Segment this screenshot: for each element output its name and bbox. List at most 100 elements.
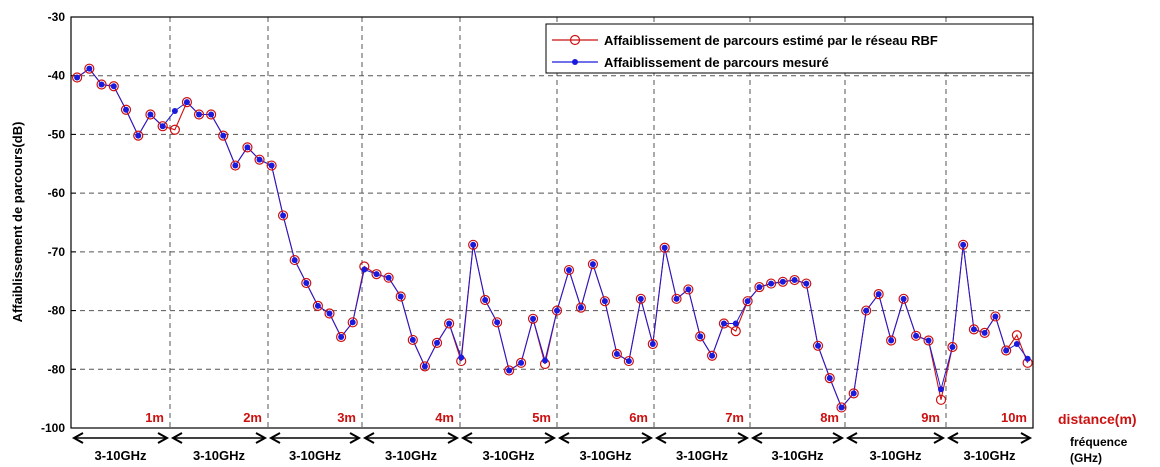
estimate-point bbox=[923, 335, 934, 346]
estimate-point bbox=[254, 154, 265, 165]
estimate-point bbox=[979, 327, 990, 338]
measured-point bbox=[159, 123, 166, 130]
measured-point bbox=[74, 74, 81, 81]
estimate-point bbox=[242, 142, 253, 153]
estimate-point bbox=[801, 278, 812, 289]
measured-point bbox=[960, 241, 967, 248]
estimate-point bbox=[575, 302, 587, 313]
range-arrow-right-head bbox=[447, 432, 460, 444]
frequency-range-label: 3-10GHz bbox=[482, 448, 535, 463]
measured-point bbox=[744, 298, 751, 305]
range-arrow-right-head bbox=[737, 432, 750, 444]
measured-point bbox=[779, 278, 786, 285]
y-tick-label: -50 bbox=[48, 127, 66, 141]
measured-point bbox=[992, 313, 999, 320]
measured-point bbox=[875, 291, 882, 298]
estimate-point bbox=[861, 305, 872, 316]
estimate-point bbox=[910, 330, 922, 341]
estimate-point bbox=[169, 124, 180, 135]
measured-point bbox=[123, 106, 129, 113]
measured-point bbox=[530, 315, 537, 322]
measured-point bbox=[506, 367, 513, 374]
measured-point bbox=[970, 326, 977, 333]
range-arrow-right-head bbox=[933, 432, 946, 444]
estimate-point bbox=[836, 402, 847, 413]
estimate-point bbox=[84, 63, 95, 74]
estimate-point bbox=[193, 109, 205, 120]
range-arrow-left-head bbox=[654, 432, 667, 444]
frequency-label-line1: fréquence bbox=[1070, 435, 1128, 449]
range-arrow-right-head bbox=[544, 432, 557, 444]
estimate-point bbox=[695, 331, 706, 342]
frequency-range-label: 3-10GHz bbox=[289, 448, 342, 463]
y-axis: -30 -40 -50 -60 -70 -80 -80 -100 bbox=[41, 10, 76, 435]
measured-point bbox=[98, 81, 105, 88]
measured-point bbox=[385, 274, 392, 281]
estimate-point bbox=[886, 335, 897, 346]
estimate-point bbox=[730, 326, 741, 337]
series-line-estimate bbox=[76, 67, 1029, 409]
estimate-point bbox=[635, 293, 646, 304]
legend-box bbox=[545, 23, 1034, 74]
estimate-point bbox=[551, 305, 563, 316]
measured-point bbox=[720, 320, 727, 327]
measured-point bbox=[494, 319, 501, 326]
measured-point bbox=[147, 111, 154, 118]
measured-point bbox=[397, 293, 404, 300]
measured-point bbox=[256, 156, 263, 163]
range-arrow-right-head bbox=[157, 432, 170, 444]
measured-point bbox=[244, 144, 251, 151]
measured-point bbox=[709, 352, 716, 359]
estimate-point bbox=[754, 281, 765, 293]
plot-frame bbox=[70, 16, 1034, 429]
range-arrow-right-head bbox=[349, 432, 362, 444]
measured-point bbox=[838, 404, 845, 411]
estimate-point bbox=[671, 293, 682, 304]
estimate-point bbox=[587, 259, 599, 270]
segment-labels: 1m 2m 3m 4m 5m 6m 7m 8m 9m 10m bbox=[145, 410, 1027, 425]
measured-point bbox=[565, 267, 572, 274]
measured-point bbox=[850, 390, 857, 397]
frequency-range-label: 3-10GHz bbox=[869, 448, 922, 463]
estimate-point bbox=[157, 121, 168, 132]
grid bbox=[71, 17, 1033, 428]
measured-point bbox=[913, 332, 920, 339]
estimate-point bbox=[503, 365, 515, 376]
range-arrow-left-head bbox=[845, 432, 858, 444]
legend: Affaiblissement de parcours estimé par l… bbox=[545, 23, 1034, 74]
estimate-point bbox=[742, 296, 753, 307]
estimate-point bbox=[407, 334, 418, 346]
measured-point bbox=[338, 333, 345, 340]
range-arrow-left-head bbox=[362, 432, 375, 444]
estimate-point bbox=[947, 341, 958, 353]
measured-point bbox=[208, 111, 215, 118]
range-arrow-right-head bbox=[832, 432, 845, 444]
measured-point bbox=[791, 277, 798, 284]
legend-marker-measured bbox=[572, 59, 578, 65]
segment-label: 2m bbox=[243, 410, 262, 425]
estimate-point bbox=[336, 331, 347, 343]
measured-point bbox=[196, 111, 203, 118]
range-arrow-right-head bbox=[255, 432, 268, 444]
measured-point bbox=[183, 99, 190, 106]
frequency-range-label: 3-10GHz bbox=[193, 448, 246, 463]
estimate-point bbox=[206, 109, 217, 120]
estimate-point bbox=[1011, 330, 1022, 341]
estimate-point bbox=[659, 242, 670, 253]
estimate-point bbox=[647, 338, 658, 350]
measured-point bbox=[925, 337, 932, 344]
measured-point bbox=[314, 302, 321, 309]
measured-point bbox=[291, 257, 298, 264]
measured-point bbox=[900, 295, 907, 302]
frequency-label-line2: (GHz) bbox=[1070, 451, 1102, 465]
estimate-point bbox=[623, 355, 634, 367]
measured-point bbox=[949, 343, 956, 350]
legend-label-measured: Affaiblissement de parcours mesuré bbox=[604, 55, 829, 70]
measured-point bbox=[625, 358, 632, 365]
estimate-point bbox=[72, 72, 83, 83]
estimate-point bbox=[120, 104, 132, 115]
estimate-point bbox=[444, 318, 455, 329]
estimate-point bbox=[218, 130, 229, 141]
estimate-point bbox=[527, 313, 539, 324]
